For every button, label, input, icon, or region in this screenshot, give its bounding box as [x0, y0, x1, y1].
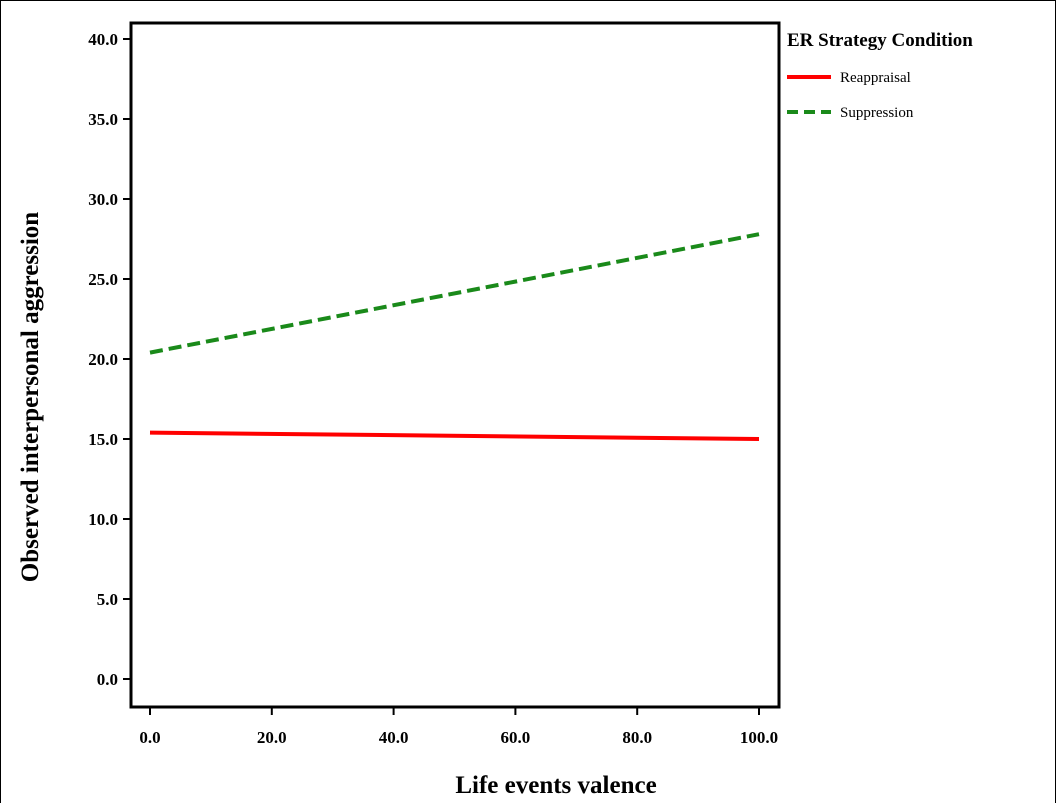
y-tick-label: 20.0 — [88, 350, 118, 369]
legend-label-suppression: Suppression — [840, 105, 914, 121]
x-axis-title: Life events valence — [455, 772, 656, 799]
plot-area — [129, 21, 781, 709]
y-tick-label: 35.0 — [88, 110, 118, 129]
legend-label-reappraisal: Reappraisal — [840, 70, 911, 86]
x-tick-label: 80.0 — [622, 728, 652, 747]
series-layer — [149, 232, 760, 441]
y-axis-title: Observed interpersonal aggression — [17, 212, 44, 582]
series-line-reappraisal — [149, 430, 760, 441]
y-tick-label: 15.0 — [88, 430, 118, 449]
y-tick-label: 40.0 — [88, 30, 118, 49]
x-tick-label: 40.0 — [379, 728, 409, 747]
y-axis: 0.0 5.0 10.0 15.0 20.0 25.0 30.0 35.0 40.0 — [88, 30, 131, 689]
y-tick-label: 5.0 — [97, 590, 118, 609]
x-tick-label: 60.0 — [501, 728, 531, 747]
series-line-suppression — [149, 232, 760, 355]
y-tick-label: 0.0 — [97, 670, 118, 689]
y-tick-label: 30.0 — [88, 190, 118, 209]
legend-title: ER Strategy Condition — [787, 30, 973, 51]
x-axis: 0.0 20.0 40.0 60.0 80.0 100.0 — [139, 707, 778, 747]
y-tick-label: 10.0 — [88, 510, 118, 529]
x-tick-label: 100.0 — [740, 728, 778, 747]
x-tick-label: 20.0 — [257, 728, 287, 747]
legend: ER Strategy Condition Reappraisal Suppres… — [787, 30, 973, 121]
y-tick-label: 25.0 — [88, 270, 118, 289]
x-tick-label: 0.0 — [139, 728, 160, 747]
